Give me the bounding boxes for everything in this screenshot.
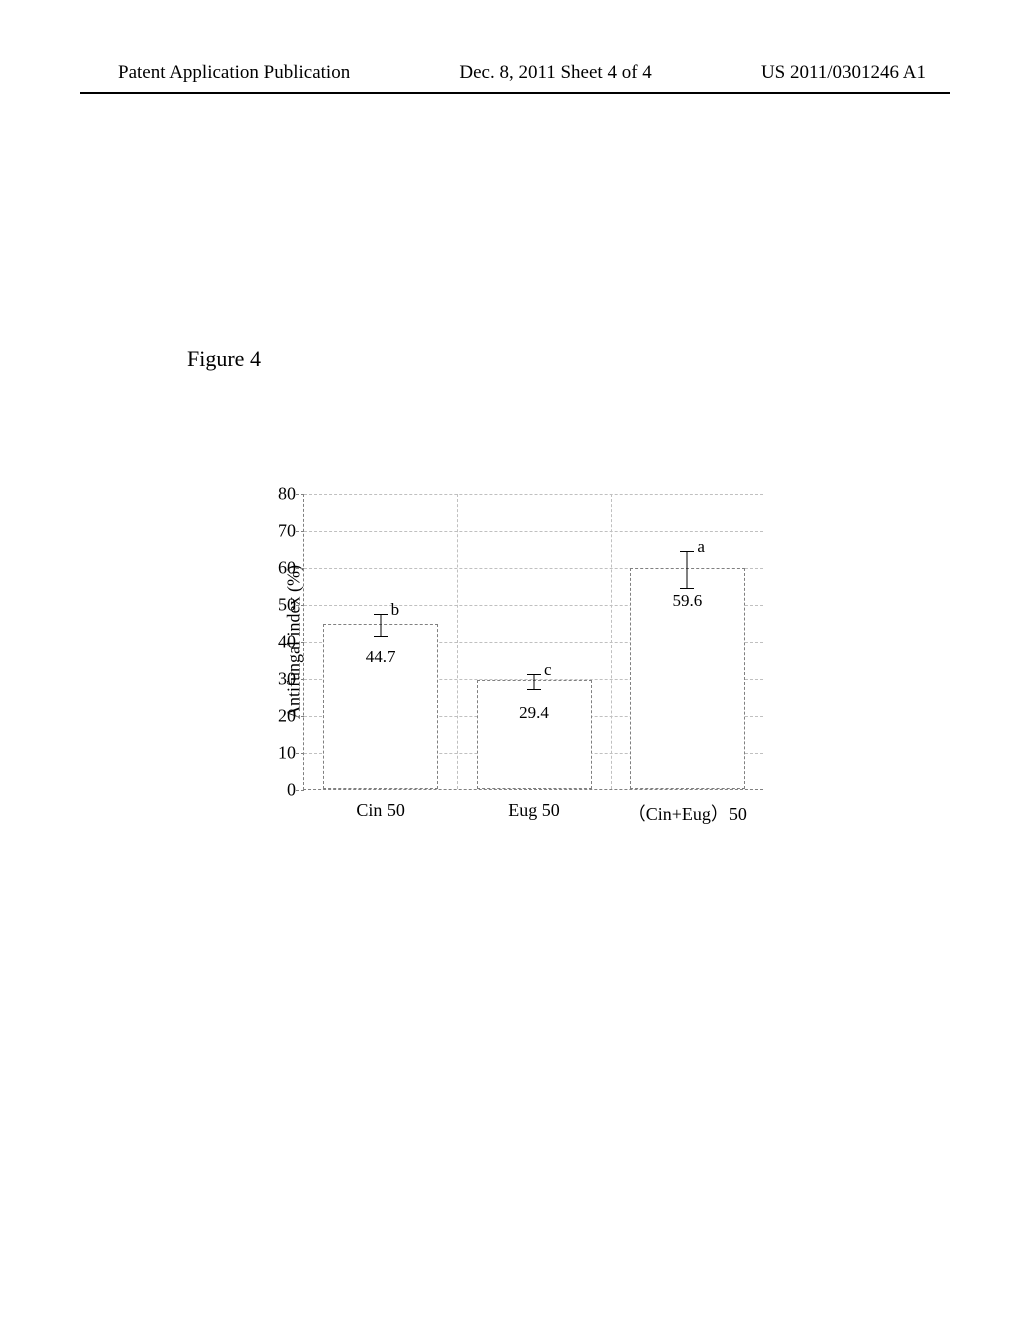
bar-value: 59.6 — [631, 591, 744, 611]
header-right: US 2011/0301246 A1 — [761, 62, 926, 84]
error-cap — [680, 588, 694, 589]
y-tick — [296, 679, 304, 680]
gridline — [304, 531, 763, 532]
x-tick-label: Eug 50 — [457, 800, 610, 821]
error-bar — [687, 551, 688, 588]
error-bar — [380, 614, 381, 636]
x-tick-label: Cin 50 — [304, 800, 457, 821]
y-tick — [296, 790, 304, 791]
header-divider — [80, 92, 950, 94]
x-tick-label: （Cin+Eug）50 — [611, 800, 764, 826]
bar-value: 44.7 — [324, 647, 437, 667]
significance-letter: b — [391, 600, 400, 620]
y-tick — [296, 716, 304, 717]
plot-area: Antifungal index (%) 0102030405060708044… — [303, 494, 763, 790]
bar-value: 29.4 — [478, 703, 591, 723]
y-tick — [296, 568, 304, 569]
y-tick-label: 40 — [266, 632, 296, 653]
figure-label: Figure 4 — [187, 346, 261, 372]
y-tick-label: 70 — [266, 521, 296, 542]
bar: 29.4 — [477, 680, 592, 789]
significance-letter: a — [697, 537, 705, 557]
y-tick — [296, 642, 304, 643]
y-tick-label: 80 — [266, 484, 296, 505]
y-tick — [296, 605, 304, 606]
y-tick-label: 10 — [266, 743, 296, 764]
y-tick-label: 20 — [266, 706, 296, 727]
vgridline — [457, 494, 458, 789]
gridline — [304, 494, 763, 495]
error-cap — [374, 636, 388, 637]
y-tick — [296, 753, 304, 754]
y-tick-label: 50 — [266, 595, 296, 616]
y-tick — [296, 494, 304, 495]
y-tick-label: 60 — [266, 558, 296, 579]
error-cap — [680, 551, 694, 552]
bar: 59.6 — [630, 568, 745, 789]
y-tick-label: 30 — [266, 669, 296, 690]
y-tick-label: 0 — [266, 780, 296, 801]
vgridline — [611, 494, 612, 789]
error-cap — [527, 674, 541, 675]
error-cap — [374, 614, 388, 615]
bar-chart: Antifungal index (%) 0102030405060708044… — [228, 490, 788, 830]
bar: 44.7 — [323, 624, 438, 789]
error-cap — [527, 689, 541, 690]
significance-letter: c — [544, 660, 552, 680]
y-tick — [296, 531, 304, 532]
error-bar — [534, 674, 535, 689]
header-left: Patent Application Publication — [118, 62, 350, 84]
header-center: Dec. 8, 2011 Sheet 4 of 4 — [459, 62, 651, 84]
